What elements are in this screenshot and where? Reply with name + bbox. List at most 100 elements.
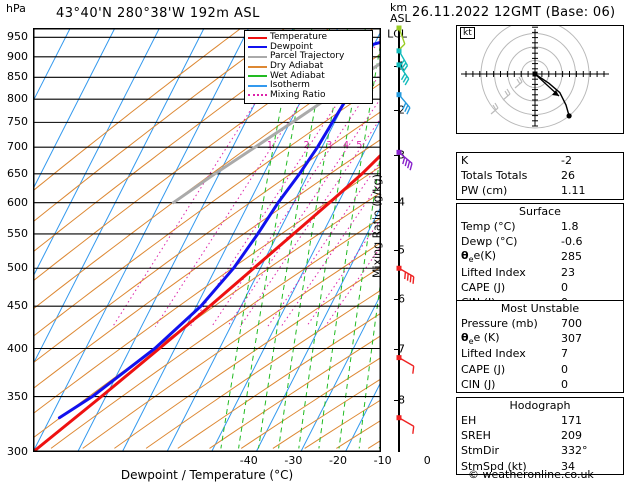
panel-title: Surface — [519, 205, 561, 218]
dry-adiabat-line — [33, 28, 242, 192]
altitude-tick-mark — [394, 155, 399, 157]
temperature-axis: -40-30-20-100102030 — [0, 454, 568, 468]
altitude-tick-label: 3 — [398, 148, 405, 162]
data-row-label: θee(K) — [461, 249, 497, 265]
data-row-label: CAPE (J) — [461, 362, 506, 376]
legend-label: Dry Adiabat — [270, 61, 324, 72]
legend-label: Mixing Ratio — [270, 89, 326, 100]
wind-barb-flag — [404, 159, 408, 167]
temperature-tick-label: 0 — [423, 454, 431, 467]
wind-barb-flag — [402, 102, 407, 110]
data-row-label: CIN (J) — [461, 377, 496, 391]
wet-adiabat-line — [258, 28, 331, 449]
legend-swatch — [248, 46, 267, 49]
altitude-tick-label: 4 — [398, 195, 405, 209]
data-row: StmDir 332° — [457, 443, 623, 458]
mixing-ratio-line — [305, 218, 381, 327]
legend-item: Temperature — [248, 33, 369, 43]
dry-adiabat-line — [33, 165, 381, 415]
data-row-label: Lifted Index — [461, 347, 526, 361]
data-row-label: StmDir — [461, 444, 500, 458]
hodograph-plot-area — [461, 19, 609, 129]
wind-barb — [396, 92, 411, 115]
legend-swatch — [248, 84, 267, 87]
wet-adiabat-line — [238, 28, 313, 449]
data-row-value: 23 — [561, 265, 575, 279]
hodograph-end-marker — [566, 113, 572, 119]
wind-barb-flag — [409, 163, 413, 171]
date-title: 26.11.2022 12GMT (Base: 06) — [412, 5, 616, 20]
data-row-value: 0 — [561, 280, 568, 294]
mixing-ratio-line — [112, 28, 304, 327]
isotherm-line — [300, 293, 381, 452]
data-row: CIN (J) 0 — [457, 377, 623, 392]
data-row-value: -0.6 — [561, 235, 583, 249]
data-row-label: Totals Totals — [461, 169, 528, 183]
hodograph-chart: kt — [456, 19, 624, 134]
mixing-ratio-line — [324, 245, 381, 327]
hodograph-barb — [490, 107, 499, 115]
hodograph-unit-label: kt — [460, 27, 475, 39]
hodograph-stats-panel: Hodograph EH 171 SREH 209 StmDir 332° StmSpd (k… — [456, 397, 624, 475]
dry-adiabat-line — [82, 241, 381, 449]
trace-temperature — [33, 152, 381, 452]
legend-item: Dewpoint — [248, 42, 369, 53]
data-row: CAPE (J) 0 — [457, 280, 623, 295]
wet-adiabat-line — [278, 28, 349, 449]
data-row-value: 307 — [561, 332, 582, 346]
x-axis-title: Dewpoint / Temperature (°C) — [120, 468, 294, 482]
pressure-axis: 300 350 400 450 500 550 600 650 700 750 800 850 900 9… — [0, 28, 31, 458]
wind-barb-shaft — [398, 357, 415, 367]
data-row-label: Lifted Index — [461, 265, 526, 279]
wet-adiabat-line — [298, 28, 366, 449]
legend-swatch — [248, 75, 267, 78]
hodograph-barb-flag — [504, 90, 509, 97]
pressure-tick-label: 600 — [7, 195, 28, 209]
wind-barb-flag — [406, 107, 411, 115]
hodograph-barb-flag — [492, 104, 497, 111]
data-row-label: θee (K) — [461, 331, 500, 347]
mixing-ratio-axis-title: Mixing Ratio (g/kg) — [370, 174, 384, 278]
altitude-tick-mark — [394, 249, 399, 251]
isotherm-line — [211, 117, 381, 452]
pressure-tick-label: 950 — [7, 30, 28, 44]
altitude-unit-line1: km — [390, 1, 408, 14]
most-unstable-panel: Most Unstable Pressure (mb) 700 θee (K) 307 L… — [456, 300, 624, 393]
legend-swatch — [248, 94, 267, 97]
wind-barb-flag — [404, 271, 407, 280]
data-row: EH 171 — [457, 413, 623, 428]
isotherm-line — [255, 205, 381, 452]
data-row-label: Dewp (°C) — [461, 235, 518, 249]
data-row-value: 171 — [561, 414, 582, 428]
wind-barb-flag — [409, 275, 412, 283]
legend-swatch — [248, 55, 267, 58]
wind-barb-dot — [396, 265, 402, 271]
dry-adiabat-line — [114, 266, 381, 449]
mixing-ratio-line — [227, 96, 381, 327]
mixing-ratio-line — [211, 71, 381, 327]
isotherm-line — [33, 28, 250, 452]
legend-label: Parcel Trajectory — [270, 51, 345, 62]
pressure-tick-label: 800 — [7, 92, 28, 106]
altitude-axis-line — [398, 28, 400, 452]
pressure-tick-label: 550 — [7, 226, 28, 240]
wind-barb-flag — [401, 62, 407, 70]
data-row-value: 285 — [561, 250, 582, 264]
altitude-unit-label: km ASL — [390, 2, 411, 24]
data-row-label: PW (cm) — [461, 184, 508, 198]
data-row-value: 1.11 — [561, 184, 586, 198]
temperature-tick-label: -30 — [284, 454, 303, 467]
altitude-tick-label: 6 — [398, 292, 405, 306]
hodograph-barb-flag — [506, 88, 511, 95]
altitude-tick-label: 2 — [398, 103, 405, 117]
altitude-tick-mark — [394, 201, 399, 203]
data-row: Dewp (°C) -0.6 — [457, 234, 623, 249]
wet-adiabat-line — [318, 38, 381, 449]
wind-barb-flag — [404, 104, 409, 113]
wind-barb-flag — [402, 156, 406, 165]
data-row-value: 7 — [561, 347, 568, 361]
dry-adiabat-line — [33, 28, 286, 223]
data-row-value: 0 — [561, 362, 568, 376]
hodograph-barb — [502, 93, 511, 101]
wind-barb-flag — [402, 65, 409, 72]
